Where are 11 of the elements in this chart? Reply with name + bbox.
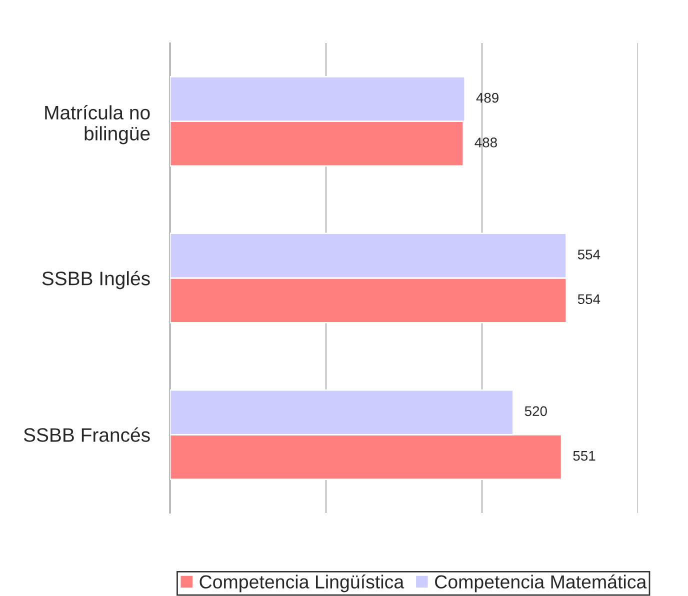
- data-label: 488: [474, 138, 497, 148]
- legend-label: Competencia Lingüística: [200, 574, 404, 592]
- y-tick-label: SSBB Inglés: [42, 270, 150, 290]
- y-tick-label: SSBB Francés: [24, 427, 150, 442]
- data-label: 520: [524, 406, 547, 416]
- data-label: 489: [476, 92, 498, 103]
- legend-label: Competencia Matemática: [435, 574, 647, 592]
- data-label: 554: [578, 294, 600, 304]
- data-label: 551: [573, 451, 596, 461]
- y-tick-label: Matrícula no bilingüe: [45, 104, 150, 144]
- data-label: 554: [578, 250, 600, 260]
